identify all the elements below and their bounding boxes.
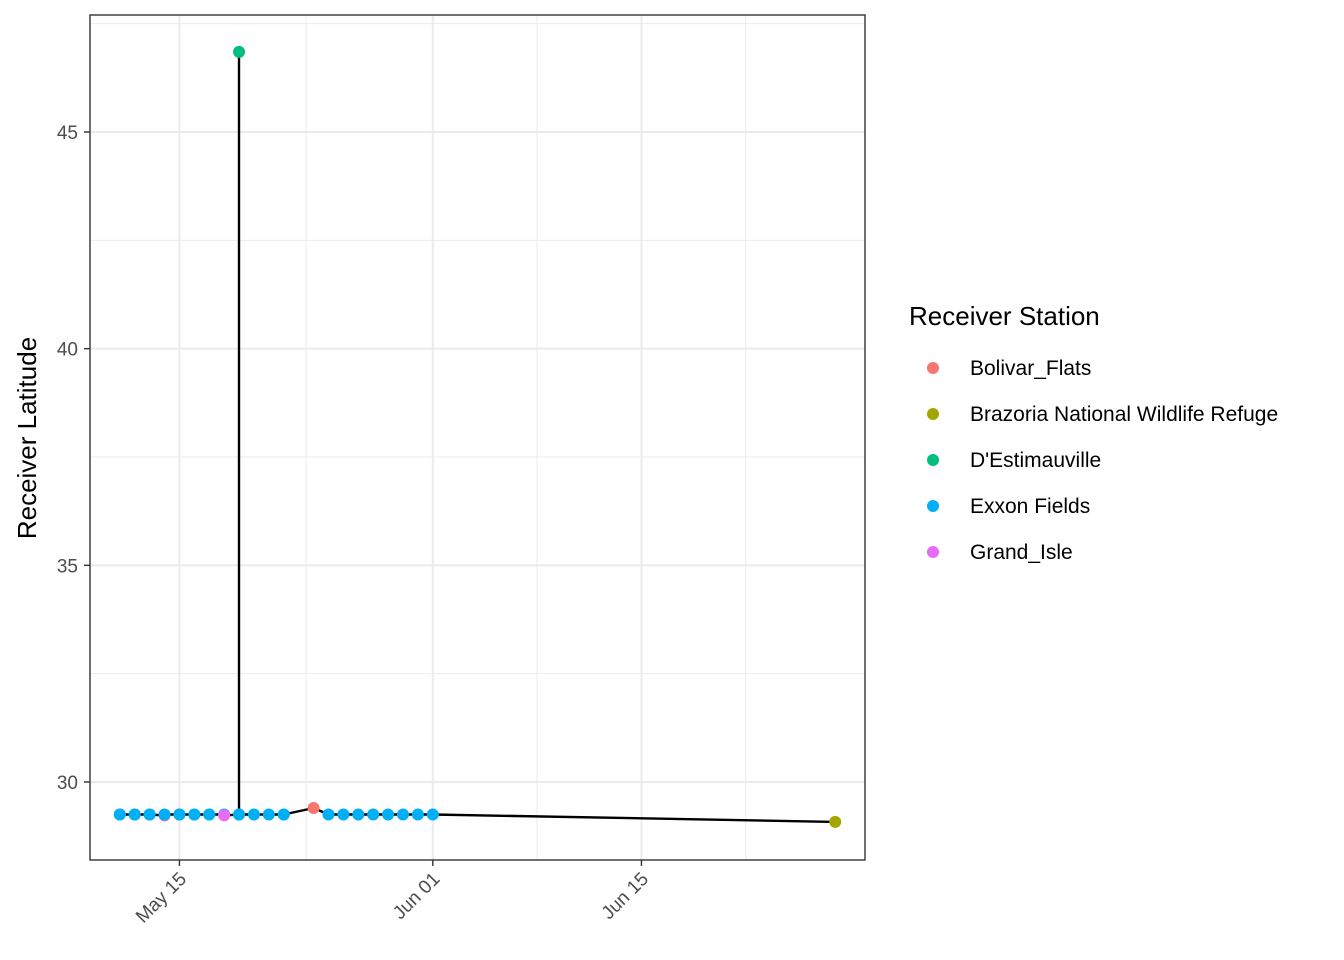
data-point: [262, 808, 275, 821]
data-point: [396, 808, 409, 821]
data-point: [426, 808, 439, 821]
data-point: [158, 808, 171, 821]
y-tick-label: 35: [57, 556, 78, 577]
data-point: [829, 815, 842, 828]
data-point: [113, 808, 126, 821]
x-tick-label: May 15: [132, 869, 191, 928]
data-point: [337, 808, 350, 821]
x-axis: May 15 Jun 01 Jun 15: [132, 860, 653, 928]
data-point: [173, 808, 186, 821]
y-axis-title: Receiver Latitude: [12, 337, 42, 539]
data-point: [218, 809, 231, 822]
legend-key: [927, 500, 939, 512]
data-point: [367, 808, 380, 821]
grid-major: [90, 15, 865, 860]
legend-key: [927, 408, 939, 420]
data-point: [203, 808, 216, 821]
data-point: [382, 808, 395, 821]
legend-key: [927, 362, 939, 374]
data-point: [247, 808, 260, 821]
data-point: [307, 802, 320, 814]
legend-label: Grand_Isle: [970, 541, 1073, 564]
data-point: [411, 808, 424, 821]
data-point: [352, 808, 365, 821]
legend-key: [927, 546, 939, 558]
y-tick-label: 40: [57, 340, 78, 361]
plot-panel-background: [90, 15, 865, 860]
legend: Receiver Station Bolivar_Flats Brazoria N…: [909, 301, 1278, 564]
data-point: [188, 808, 201, 821]
x-tick-label: Jun 01: [389, 869, 444, 924]
x-tick-label: Jun 15: [598, 869, 653, 924]
grid-minor: [90, 15, 865, 860]
y-tick-label: 45: [57, 123, 78, 144]
legend-label: D'Estimauville: [970, 449, 1101, 472]
legend-label: Brazoria National Wildlife Refuge: [970, 403, 1278, 426]
data-point: [233, 808, 246, 821]
legend-label: Bolivar_Flats: [970, 357, 1091, 380]
legend-label: Exxon Fields: [970, 495, 1090, 518]
plot-panel-border: [89, 14, 866, 861]
data-point: [143, 808, 156, 821]
legend-key: [927, 454, 939, 466]
legend-title: Receiver Station: [909, 301, 1100, 331]
data-point: [233, 45, 246, 58]
data-points: [113, 45, 842, 828]
y-axis: 30 35 40 45: [57, 123, 90, 794]
data-point: [128, 808, 141, 821]
y-tick-label: 30: [57, 773, 78, 794]
data-point: [322, 808, 335, 821]
data-point: [277, 808, 290, 821]
